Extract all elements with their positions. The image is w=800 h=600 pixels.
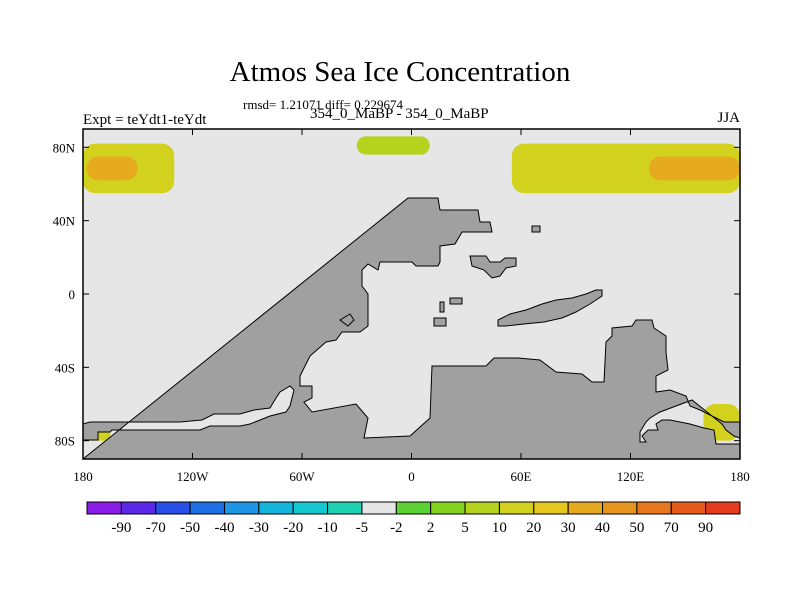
colorbar-label: -40 bbox=[214, 520, 234, 536]
chart-subtitle: rmsd= 1.21071 diff= 0.229674 bbox=[243, 97, 403, 112]
ice-region-arctic-east bbox=[511, 143, 740, 194]
colorbar-swatch bbox=[464, 501, 500, 515]
colorbar-label: 50 bbox=[629, 520, 644, 536]
colorbar-swatch bbox=[636, 501, 672, 515]
land-africa bbox=[82, 197, 741, 461]
colorbar-label: 10 bbox=[492, 520, 507, 536]
land-islet-e bbox=[531, 225, 541, 233]
colorbar-label: -2 bbox=[390, 520, 403, 536]
land-islet-d bbox=[439, 301, 445, 313]
x-tick-label: 180 bbox=[73, 469, 93, 484]
land-islet-c bbox=[433, 317, 447, 327]
land-islet-a bbox=[339, 313, 355, 327]
colorbar-swatch bbox=[395, 501, 432, 515]
colorbar-label: -10 bbox=[318, 520, 338, 536]
ice-region-arctic-cyan-center bbox=[287, 162, 339, 175]
y-tick-label: 80N bbox=[53, 140, 76, 155]
x-tick-label: 120W bbox=[177, 469, 210, 484]
x-tick-label: 180 bbox=[730, 469, 750, 484]
x-tick-label: 0 bbox=[408, 469, 415, 484]
colorbar-label: 2 bbox=[427, 520, 435, 536]
land-indonesia bbox=[497, 289, 603, 327]
chart-title: Atmos Sea Ice Concentration bbox=[229, 56, 571, 88]
colorbar-label: 20 bbox=[526, 520, 541, 536]
ice-region-arctic-central-top bbox=[356, 136, 430, 155]
colorbar-swatch bbox=[223, 501, 260, 515]
colorbar-swatch bbox=[670, 501, 707, 515]
colorbar-swatch bbox=[189, 501, 225, 515]
colorbar-label: 40 bbox=[595, 520, 610, 536]
colorbar-label: 30 bbox=[561, 520, 576, 536]
colorbar-label: 90 bbox=[698, 520, 713, 536]
colorbar-label: -30 bbox=[249, 520, 269, 536]
experiment-label: Expt = teYdt1-teYdt bbox=[83, 112, 207, 128]
x-tick-label: 120E bbox=[617, 469, 645, 484]
ice-region-arctic-cyan-west bbox=[210, 154, 229, 166]
colorbar-swatch bbox=[361, 501, 397, 515]
x-tick-label: 60W bbox=[289, 469, 315, 484]
colorbar-swatch bbox=[258, 501, 294, 515]
y-tick-label: 0 bbox=[69, 287, 76, 302]
season-label: JJA bbox=[717, 110, 740, 126]
land-peninsula-east bbox=[469, 255, 517, 279]
colorbar-swatch bbox=[705, 501, 741, 515]
colorbar-swatch bbox=[155, 501, 191, 515]
case-label: 354_0_MaBP - 354_0_MaBP bbox=[310, 106, 489, 122]
colorbar-swatch bbox=[602, 501, 638, 515]
colorbar-swatch bbox=[120, 501, 157, 515]
ice-region-arctic-cyan-east bbox=[420, 165, 476, 194]
colorbar-swatch bbox=[327, 501, 363, 515]
colorbar-label: -5 bbox=[356, 520, 369, 536]
colorbar-swatch bbox=[533, 501, 569, 515]
y-tick-label: 40N bbox=[53, 214, 76, 229]
colorbar-label: -90 bbox=[111, 520, 131, 536]
axis-ticks: 180 120W 60W 0 60E 120E 180 80N 40N 0 40S 80S bbox=[53, 129, 750, 484]
colorbar: -90 -70 -50 -40 -30 -20 -10 -5 -2 2 5 10 20 30 40 50 70 9… bbox=[86, 501, 741, 536]
colorbar-label: -20 bbox=[283, 520, 303, 536]
colorbar-label: -50 bbox=[180, 520, 200, 536]
y-tick-label: 80S bbox=[55, 434, 75, 449]
ice-region-arctic-east-core bbox=[648, 156, 740, 181]
colorbar-swatch bbox=[430, 501, 466, 515]
colorbar-label: 70 bbox=[664, 520, 679, 536]
colorbar-label: -70 bbox=[146, 520, 166, 536]
land-islet-b bbox=[449, 297, 463, 305]
colorbar-swatch bbox=[567, 501, 604, 515]
ice-region-arctic-west-core bbox=[86, 156, 138, 181]
colorbar-swatch bbox=[86, 501, 122, 515]
colorbar-swatch bbox=[292, 501, 329, 515]
y-tick-label: 40S bbox=[55, 360, 75, 375]
land-layer bbox=[82, 197, 741, 461]
x-tick-label: 60E bbox=[511, 469, 532, 484]
colorbar-swatch bbox=[498, 501, 535, 515]
colorbar-label: 5 bbox=[461, 520, 469, 536]
